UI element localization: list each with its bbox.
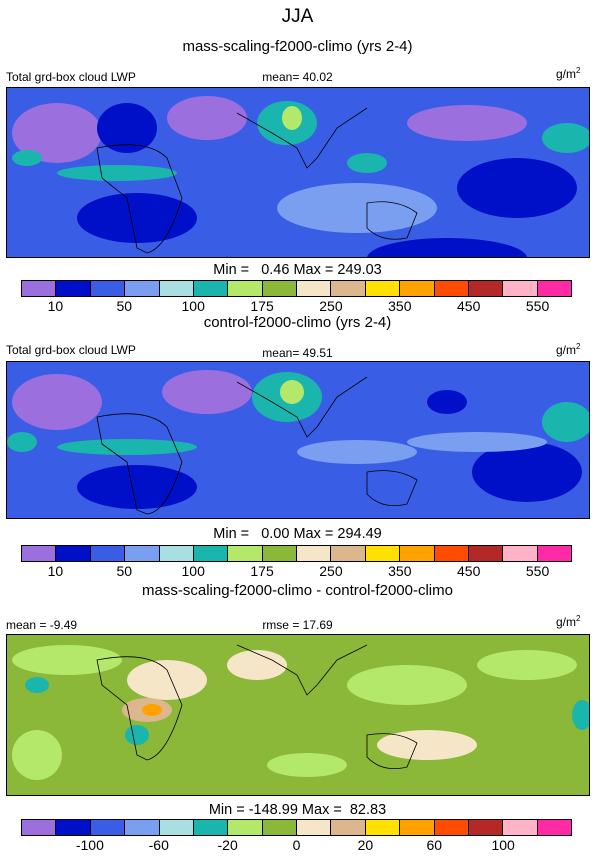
colorbar-swatch [228,546,263,561]
colorbar-tick-label: 350 [388,298,412,314]
colorbar-swatch [228,281,263,296]
colorbar-swatch [56,281,91,296]
colorbar-swatch [159,546,194,561]
colorbar-swatch [125,281,160,296]
colorbar-swatch [537,281,571,296]
colorbar-swatch [331,546,366,561]
panel2-map [6,361,590,519]
colorbar-tick-label: 450 [457,298,481,314]
colorbar-tick-label: -100 [75,837,104,853]
colorbar-swatch [125,546,160,561]
colorbar-tick-label: 20 [357,837,374,853]
panel1-map-svg [7,88,589,257]
colorbar-swatch [193,281,229,296]
colorbar-swatch [503,546,538,561]
panel3-units: g/m2 [556,614,581,629]
panel1-colorbar [21,280,572,297]
colorbar-swatch [22,281,57,296]
colorbar-tick-label: 60 [426,837,443,853]
colorbar-swatch [297,546,332,561]
colorbar-tick-label: 100 [491,837,515,853]
colorbar-tick-label: 10 [47,563,64,579]
colorbar-swatch [400,546,435,561]
colorbar-tick-label: 175 [250,298,274,314]
panel2-colorbar [21,545,572,562]
colorbar-tick-label: 100 [181,298,205,314]
colorbar-swatch [56,546,91,561]
panel2-map-svg [7,362,589,518]
panel2-left-label: Total grd-box cloud LWP [6,343,136,357]
panel3-map [6,634,590,796]
colorbar-swatch [503,820,538,835]
panel1-min-max: Min = 0.46 Max = 249.03 [213,262,382,278]
colorbar-swatch [228,820,263,835]
colorbar-swatch [468,546,504,561]
colorbar-swatch [262,281,297,296]
colorbar-swatch [400,281,435,296]
colorbar-swatch [331,820,366,835]
colorbar-swatch [503,281,538,296]
colorbar-swatch [159,820,194,835]
colorbar-tick-label: 175 [250,563,274,579]
figure-title: JJA [281,6,314,27]
colorbar-tick-label: 250 [319,298,343,314]
colorbar-swatch [434,281,469,296]
panel3-map-svg [7,635,589,795]
panel2-subtitle: control-f2000-climo (yrs 2-4) [203,314,392,331]
colorbar-tick-label: 50 [116,298,133,314]
panel3-left-label: mean = -9.49 [6,618,78,632]
colorbar-tick-label: 250 [319,563,343,579]
colorbar-swatch [90,546,126,561]
colorbar-swatch [365,820,401,835]
colorbar-tick-label: 50 [116,563,133,579]
colorbar-tick-label: -20 [217,837,238,853]
colorbar-swatch [365,281,401,296]
panel3-subtitle: mass-scaling-f2000-climo - control-f2000… [142,582,453,599]
colorbar-swatch [434,546,469,561]
colorbar-tick-label: 0 [292,837,301,853]
panel1-subtitle: mass-scaling-f2000-climo (yrs 2-4) [182,38,413,55]
panel3-min-max: Min = -148.99 Max = 82.83 [208,802,387,818]
colorbar-tick-label: 100 [181,563,205,579]
panel2-mean: mean= 49.51 [262,346,333,360]
colorbar-tick-label: 550 [525,563,550,579]
colorbar-swatch [262,546,297,561]
colorbar-swatch [400,820,435,835]
panel1-units: g/m2 [556,66,581,81]
colorbar-swatch [537,820,571,835]
colorbar-swatch [159,281,194,296]
colorbar-tick-label: 350 [388,563,412,579]
colorbar-swatch [297,281,332,296]
colorbar-swatch [468,820,504,835]
colorbar-tick-label: 10 [47,298,64,314]
colorbar-swatch [193,820,229,835]
colorbar-swatch [331,281,366,296]
panel1-map [6,87,590,258]
colorbar-tick-label: -60 [148,837,169,853]
colorbar-swatch [262,820,297,835]
panel3-colorbar-ticks: -100 -60 -20 0 20 60 100 [0,837,595,855]
colorbar-swatch [56,820,91,835]
panel2-units: g/m2 [556,342,581,357]
colorbar-swatch [434,820,469,835]
colorbar-tick-label: 450 [457,563,481,579]
colorbar-swatch [125,820,160,835]
panel1-left-label: Total grd-box cloud LWP [6,70,136,84]
colorbar-swatch [297,820,332,835]
colorbar-swatch [537,546,571,561]
colorbar-swatch [193,546,229,561]
colorbar-swatch [22,820,57,835]
panel3-rmse: rmse = 17.69 [262,618,333,632]
colorbar-swatch [90,281,126,296]
panel1-colorbar-ticks: 10 50 100 175 250 350 450 550 [0,298,595,316]
panel2-min-max: Min = 0.00 Max = 294.49 [213,526,382,542]
panel1-mean: mean= 40.02 [262,70,333,84]
panel3-colorbar [21,819,572,836]
panel2-colorbar-ticks: 10 50 100 175 250 350 450 550 [0,563,595,581]
colorbar-swatch [90,820,126,835]
colorbar-swatch [22,546,57,561]
colorbar-swatch [365,546,401,561]
colorbar-tick-label: 550 [525,298,550,314]
colorbar-swatch [468,281,504,296]
